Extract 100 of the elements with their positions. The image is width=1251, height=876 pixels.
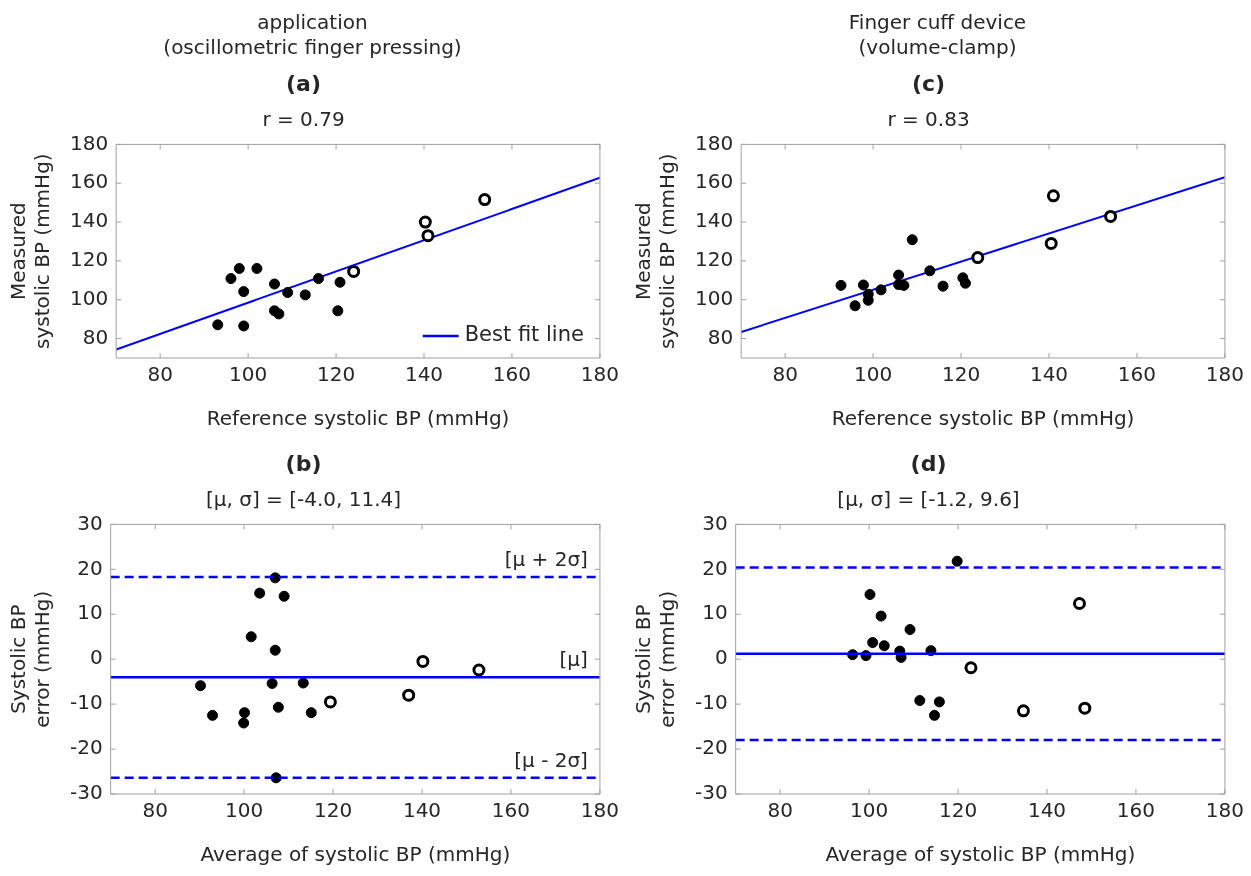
x-tick-label: 180 [1205,798,1245,823]
point [472,663,486,677]
x-tick-label: 140 [1029,362,1069,387]
legend-label: Best fit line [464,322,584,347]
point [849,300,861,312]
point [857,279,869,291]
point [478,193,492,207]
y-tick-label: 180 [69,130,109,155]
point [212,319,224,331]
x-tick-label: 100 [225,798,264,823]
point [233,262,245,274]
x-axis-title: Reference systolic BP (mmHg) [206,406,510,431]
point [418,215,432,229]
point [225,273,237,285]
y-tick-label: 30 [702,510,728,535]
point [297,677,309,689]
point [278,590,290,602]
chart-title: (b) [285,450,322,476]
y-tick-label: 0 [714,645,728,670]
point [937,280,949,292]
chart-subtitle: [μ, σ] = [-4.0, 11.4] [205,486,402,511]
y-axis-title: Measured systolic BP (mmHg) [6,153,55,350]
y-axis-title: Measured systolic BP (mmHg) [631,153,680,350]
y-tick-label: 160 [69,169,109,194]
point [254,587,266,599]
text: (oscillometric finger pressing) [162,35,463,60]
point [875,610,887,622]
ref-line-label: [μ - 2σ] [514,748,588,773]
x-tick-label: 180 [580,798,620,823]
chart-title: (c) [911,70,946,96]
y-tick-label: 120 [694,247,734,272]
y-tick-label: 10 [77,600,103,625]
x-tick-label: 140 [1027,798,1067,823]
y-tick-label: -10 [694,690,728,715]
point [1078,701,1092,715]
point [251,262,263,274]
point [867,637,879,649]
y-tick-label: 140 [694,208,734,233]
y-tick-label: -20 [69,735,103,760]
y-tick-label: -30 [69,780,103,805]
point [928,709,940,721]
point [893,269,905,281]
y-tick-label: 180 [694,130,734,155]
text: (volume-clamp) [857,35,1018,60]
point [323,695,337,709]
chart-subtitle: r = 0.79 [262,106,345,131]
point [835,279,847,291]
point [238,320,250,332]
y-tick-label: 0 [89,645,103,670]
x-tick-label: 100 [854,362,893,387]
point [332,305,344,317]
x-axis-title: Average of systolic BP (mmHg) [200,842,511,867]
text: Finger cuff device [847,10,1028,35]
x-tick-label: 140 [404,362,444,387]
point [195,680,207,692]
chart-title: (d) [910,450,947,476]
point [933,696,945,708]
y-tick-label: 20 [702,555,728,580]
x-axis-title: Average of systolic BP (mmHg) [825,842,1136,867]
x-tick-label: 120 [938,798,978,823]
chart-subtitle: r = 0.83 [887,106,970,131]
y-tick-label: 120 [69,247,109,272]
point [268,278,280,290]
x-tick-label: 80 [772,362,798,387]
point [207,709,219,721]
x-tick-label: 160 [492,362,532,387]
point [875,284,887,296]
point [272,701,284,713]
x-tick-label: 160 [1117,362,1157,387]
point [951,555,963,567]
point [878,640,890,652]
point [964,661,978,675]
x-tick-label: 160 [491,798,531,823]
x-tick-label: 80 [142,798,168,823]
y-tick-label: 20 [77,555,103,580]
point [269,644,281,656]
point [924,265,936,277]
point [971,251,985,265]
ref-line-label: [μ + 2σ] [504,547,588,572]
x-tick-label: 180 [580,362,620,387]
point [305,707,317,719]
ref-line-label: [μ] [559,647,588,672]
y-axis-title: Systolic BP error (mmHg) [631,590,680,728]
x-tick-label: 120 [941,362,981,387]
x-tick-label: 80 [147,362,173,387]
y-tick-label: 80 [82,324,109,349]
chart-title: (a) [286,70,321,96]
point [904,624,916,636]
y-axis-title: Systolic BP error (mmHg) [6,590,55,728]
y-tick-label: -20 [694,735,728,760]
y-tick-label: 160 [694,169,734,194]
x-axis-title: Reference systolic BP (mmHg) [831,406,1135,431]
point [1016,704,1030,718]
x-tick-label: 160 [1116,798,1156,823]
point [864,589,876,600]
point [238,717,250,729]
x-tick-label: 100 [850,798,889,823]
point [421,229,435,243]
y-tick-label: 10 [702,600,728,625]
point [273,308,285,320]
